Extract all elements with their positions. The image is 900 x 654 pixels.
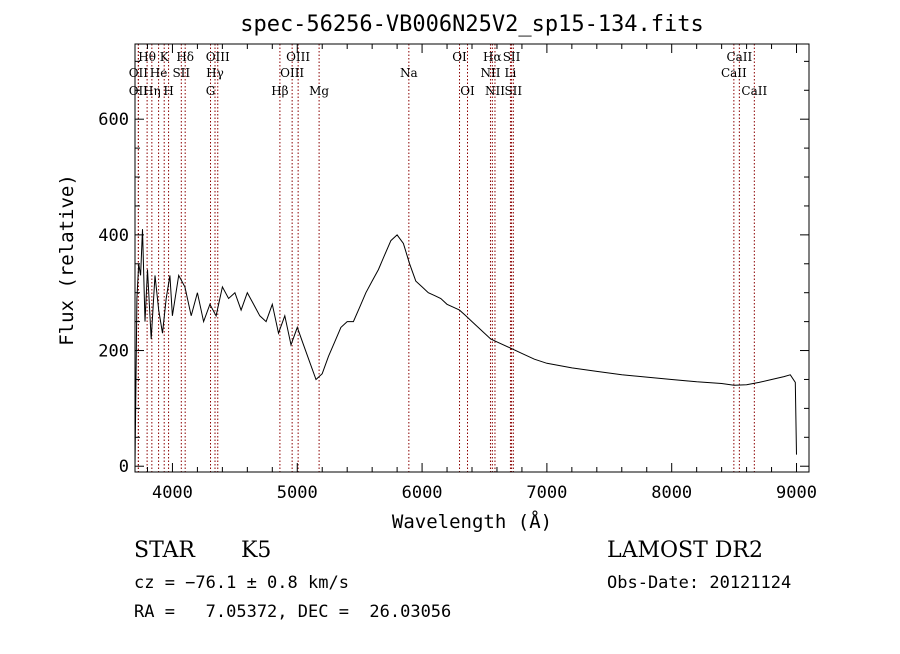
axis-ticks [135, 44, 809, 472]
x-axis-label: Wavelength (Å) [392, 510, 552, 533]
chart-title: spec-56256-VB006N25V2_sp15-134.fits [240, 12, 704, 37]
spectral-line-label: NII [480, 66, 500, 80]
spectral-line-label: Hγ [206, 66, 224, 80]
spectral-line-label: OIII [206, 50, 230, 64]
object-class: STAR [134, 538, 195, 563]
spectral-line-label: OIII [280, 66, 304, 80]
object-subclass: K5 [241, 538, 272, 563]
y-tick-label: 200 [98, 342, 129, 362]
redshift-cz: cz = −76.1 ± 0.8 km/s [134, 573, 349, 593]
spectral-line-label: Na [400, 66, 418, 80]
y-axis-label: Flux (relative) [56, 174, 78, 346]
spectral-line-label: SII [504, 84, 522, 98]
x-tick-label: 6000 [402, 483, 443, 503]
observation-date: Obs-Date: 20121124 [607, 573, 792, 593]
spectral-line-label: OII [129, 66, 149, 80]
spectral-line-label: Li [505, 66, 517, 80]
axis-tick-labels: 4000 5000 6000 7000 8000 9000 0 200 400 600 [98, 110, 817, 503]
spectral-line-label: SII [503, 50, 521, 64]
x-tick-label: 9000 [776, 483, 817, 503]
y-tick-label: 0 [119, 457, 129, 477]
y-tick-label: 400 [98, 226, 129, 246]
spectral-line-label: Hθ [138, 50, 156, 64]
spectral-line-label: Mg [309, 84, 329, 98]
spectral-line-label: CaII [741, 84, 767, 98]
spectral-line-label: OI [452, 50, 467, 64]
spectral-line-label: Hβ [271, 84, 288, 98]
spectral-line-label: OIII [286, 50, 310, 64]
ra-dec-coordinates: RA = 7.05372, DEC = 26.03056 [134, 602, 452, 622]
spectral-line-label: Hδ [176, 50, 194, 64]
spectral-line-label: G [206, 84, 216, 98]
survey-name: LAMOST DR2 [607, 538, 763, 563]
plot-frame [134, 43, 810, 473]
spectral-line-label: Hη [143, 84, 161, 98]
flux-series-line [134, 229, 797, 467]
y-tick-label: 600 [98, 110, 129, 130]
x-tick-label: 4000 [152, 483, 193, 503]
spectral-line-label: SII [172, 66, 190, 80]
spectral-line-label: He [150, 66, 168, 80]
spectral-line-label: CaII [726, 50, 752, 64]
x-tick-label: 5000 [277, 483, 318, 503]
x-tick-label: 8000 [651, 483, 692, 503]
spectral-line-label: OI [460, 84, 475, 98]
spectral-line-label: H [163, 84, 173, 98]
spectral-line-label: CaII [721, 66, 747, 80]
spectral-line-label: K [160, 50, 170, 64]
spectral-line-label: OII [129, 84, 149, 98]
spectral-line-label: Hα [483, 50, 502, 64]
x-tick-label: 7000 [526, 483, 567, 503]
spectral-line-markers [137, 44, 755, 472]
spectral-line-label: NII [485, 84, 505, 98]
